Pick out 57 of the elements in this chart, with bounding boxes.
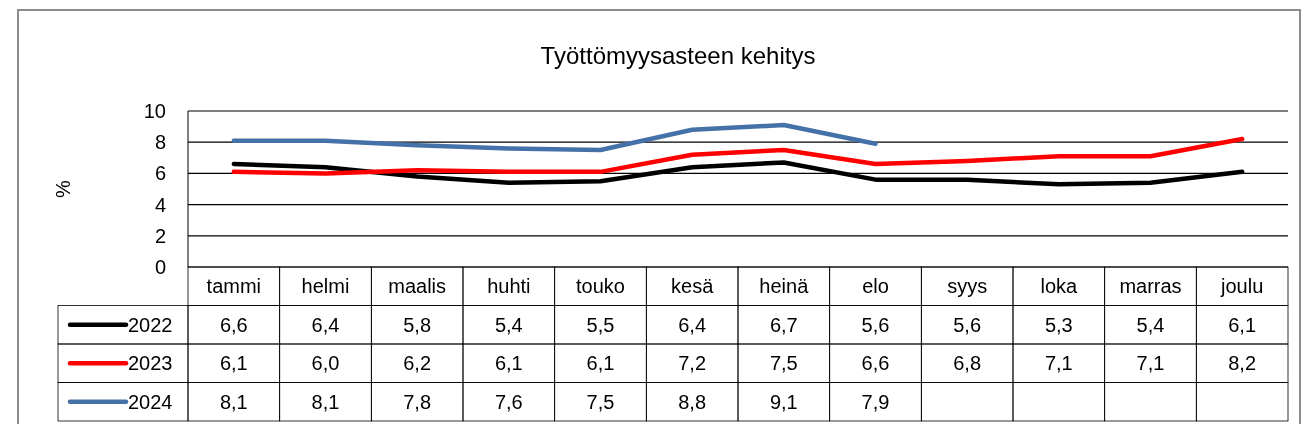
x-tick-label: joulu [1220,275,1264,298]
data-label: 8,1 [219,390,248,413]
data-label: 7,1 [1136,352,1165,375]
data-label: 7,8 [403,390,432,413]
y-axis-title: % [52,179,74,198]
x-tick-label: helmi [301,275,350,298]
data-label: 5,4 [1136,313,1165,336]
data-label: 6,4 [311,313,340,336]
legend-label: 2023 [128,352,173,375]
x-tick-label: marras [1119,275,1182,298]
line-series [231,122,878,153]
y-tick-label: 2 [154,224,166,247]
data-label: 5,8 [403,313,432,336]
chart-title: Työttömyysasteen kehitys [540,42,816,69]
data-label: 6,0 [311,352,340,375]
data-label: 7,5 [769,352,798,375]
y-tick-label: 4 [154,193,166,216]
x-tick-label: touko [576,275,625,298]
data-label: 6,8 [953,352,982,375]
x-tick-label: tammi [206,275,262,298]
y-tick-label: 6 [154,162,166,185]
data-label: 9,1 [769,390,798,413]
y-tick-label: 10 [143,100,166,122]
data-label: 5,4 [494,313,523,336]
data-label: 8,8 [678,390,707,413]
data-label: 5,5 [586,313,615,336]
data-label: 6,1 [219,352,248,375]
x-tick-label: kesä [671,275,715,298]
data-label: 6,4 [678,313,707,336]
data-label: 7,2 [678,352,707,375]
data-label: 6,7 [769,313,798,336]
data-label: 6,1 [494,352,523,375]
line-series [231,136,1245,176]
x-tick-label: loka [1040,275,1079,298]
data-label: 7,9 [861,390,890,413]
data-label: 5,6 [953,313,982,336]
x-tick-label: huhti [487,275,531,298]
x-tick-label: heinä [759,275,810,298]
legend-label: 2022 [128,313,173,336]
data-label: 5,3 [1044,313,1073,336]
data-label: 6,1 [1228,313,1257,336]
x-tick-label: syys [947,275,988,298]
data-label: 6,6 [861,352,890,375]
data-label: 8,2 [1228,352,1257,375]
x-tick-label: maalis [388,275,447,298]
y-tick-label: 0 [154,256,166,278]
data-label: 8,1 [311,390,340,413]
data-label: 6,1 [586,352,615,375]
data-label: 7,6 [494,390,523,413]
legend-label: 2024 [128,390,173,413]
data-label: 6,6 [219,313,248,336]
data-label: 7,5 [586,390,615,413]
y-tick-label: 8 [154,131,166,154]
x-tick-label: elo [862,275,889,298]
data-label: 5,6 [861,313,890,336]
data-label: 6,2 [403,352,432,375]
data-label: 7,1 [1044,352,1073,375]
